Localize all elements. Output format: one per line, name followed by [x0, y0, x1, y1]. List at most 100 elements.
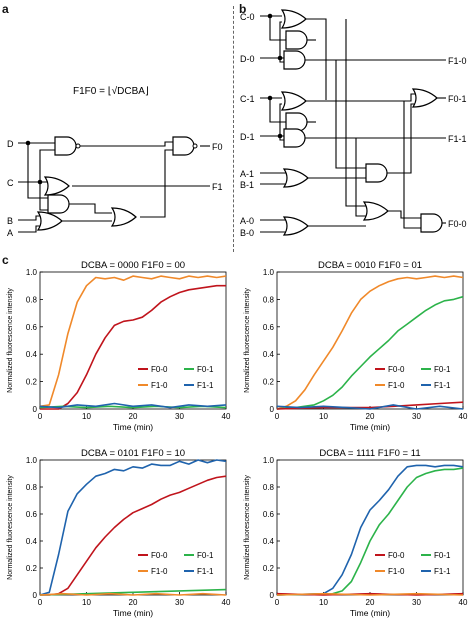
y-tick-label: 1.0 [26, 268, 38, 277]
y-tick-label: 0.8 [26, 483, 38, 492]
x-tick-label: 20 [366, 598, 375, 607]
series-line-f0-1 [276, 467, 464, 596]
y-tick-label: 0.2 [26, 378, 38, 387]
y-axis-label: Normalized fluorescence intensity [7, 288, 14, 393]
x-axis-label: Time (min) [113, 608, 153, 618]
y-tick-label: 0.4 [26, 350, 38, 359]
x-tick-label: 10 [82, 412, 91, 421]
output-label: F0-0 [448, 219, 467, 229]
x-tick-label: 40 [222, 598, 231, 607]
or-gate [111, 207, 137, 227]
x-tick-label: 10 [319, 598, 328, 607]
and-gate [420, 213, 443, 233]
y-tick-label: 0.2 [263, 564, 275, 573]
formula-text: F1F0 = ⌊√DCBA⌋ [73, 85, 149, 97]
y-axis-label: Normalized fluorescence intensity [244, 475, 251, 580]
x-tick-label: 30 [412, 412, 421, 421]
or-gate [281, 91, 307, 111]
or-gate [363, 201, 389, 221]
x-tick-label: 40 [459, 598, 468, 607]
circuit-b: C-0 D-0 C-1 D-1 A-1 B-1 A-0 B-0 F1-0 F0-… [240, 9, 467, 238]
output-label: F1-1 [448, 134, 467, 144]
series-line-f1-1 [39, 459, 227, 596]
y-tick-label: 0 [33, 591, 38, 600]
or-gate [283, 216, 309, 236]
output-label: F1 [212, 182, 223, 192]
or-gate [283, 168, 309, 188]
legend-label: F1-1 [197, 567, 214, 576]
series-line-f1-0 [39, 275, 227, 408]
input-label: A-0 [240, 216, 254, 226]
input-label: C [7, 178, 14, 188]
series-line-f1-0 [276, 275, 464, 410]
and-gate [365, 163, 388, 183]
input-label: B [7, 216, 13, 226]
chart-title: DCBA = 0000 F1F0 = 00 [81, 260, 185, 271]
x-tick-label: 20 [129, 598, 138, 607]
y-tick-label: 0.8 [263, 295, 275, 304]
input-label: C-0 [240, 12, 255, 22]
output-label: F1-0 [448, 56, 467, 66]
chart-title: DCBA = 1111 F1F0 = 11 [319, 448, 420, 459]
series-line-f1-1 [276, 404, 464, 410]
chart-title: DCBA = 0010 F1F0 = 01 [318, 260, 422, 271]
y-tick-label: 0 [270, 591, 275, 600]
x-tick-label: 0 [275, 412, 280, 421]
x-tick-label: 0 [38, 598, 43, 607]
or-gate [412, 88, 438, 108]
chart-title: DCBA = 0101 F1F0 = 10 [81, 448, 185, 459]
panel-label-a: a [2, 2, 9, 16]
input-label: A [7, 228, 13, 238]
legend-label: F0-1 [197, 551, 214, 560]
input-label: D-1 [240, 132, 255, 142]
circuit-a: F1F0 = ⌊√DCBA⌋ D C B A F0 F1 [7, 85, 223, 238]
and-gate [54, 136, 77, 156]
and-gate [172, 136, 195, 156]
input-label: B-0 [240, 228, 254, 238]
y-tick-label: 0 [33, 405, 38, 414]
legend-label: F0-0 [151, 551, 168, 560]
series-line-f1-0 [276, 592, 464, 596]
y-tick-label: 1.0 [26, 456, 38, 465]
x-tick-label: 40 [459, 412, 468, 421]
and-gate [285, 112, 308, 132]
y-tick-label: 0.6 [26, 323, 38, 332]
and-gate [47, 194, 70, 214]
y-tick-label: 0.8 [263, 483, 275, 492]
series-line-f1-0 [39, 592, 227, 596]
legend-label: F1-1 [434, 381, 451, 390]
x-tick-label: 20 [129, 412, 138, 421]
x-axis-label: Time (min) [350, 608, 390, 618]
x-axis-label: Time (min) [350, 422, 390, 432]
legend-label: F1-0 [151, 381, 168, 390]
x-tick-label: 40 [222, 412, 231, 421]
series-line-f0-1 [39, 405, 227, 409]
y-tick-label: 0 [270, 405, 275, 414]
legend-label: F0-0 [151, 365, 168, 374]
input-label: D-0 [240, 54, 255, 64]
y-tick-label: 0.8 [26, 295, 38, 304]
chart-dcba-0010: DCBA = 0010 F1F0 = 01 0 10 20 30 40 0 0.2 0.4 0.6… [244, 260, 468, 432]
y-tick-label: 0.4 [26, 537, 38, 546]
x-axis-label: Time (min) [113, 422, 153, 432]
or-gate [44, 176, 70, 196]
legend-label: F0-0 [388, 365, 405, 374]
y-tick-label: 1.0 [263, 268, 275, 277]
panel-label-b: b [239, 2, 247, 16]
y-tick-label: 0.2 [26, 564, 38, 573]
x-tick-label: 0 [275, 598, 280, 607]
and-gate [283, 50, 306, 70]
series-line-f0-0 [40, 475, 227, 596]
output-label: F0-1 [448, 94, 467, 104]
legend-label: F1-1 [434, 567, 451, 576]
or-gate [281, 9, 307, 29]
legend-label: F0-0 [388, 551, 405, 560]
input-label: C-1 [240, 94, 255, 104]
and-gate [283, 128, 306, 148]
chart-dcba-0101: DCBA = 0101 F1F0 = 10 0 10 20 30 40 0 0.2 0.4 0.6… [7, 448, 231, 618]
y-axis-label: Normalized fluorescence intensity [7, 475, 14, 580]
x-tick-label: 0 [38, 412, 43, 421]
input-label: B-1 [240, 180, 254, 190]
legend-label: F0-1 [434, 365, 451, 374]
y-axis-label: Normalized fluorescence intensity [244, 288, 251, 393]
